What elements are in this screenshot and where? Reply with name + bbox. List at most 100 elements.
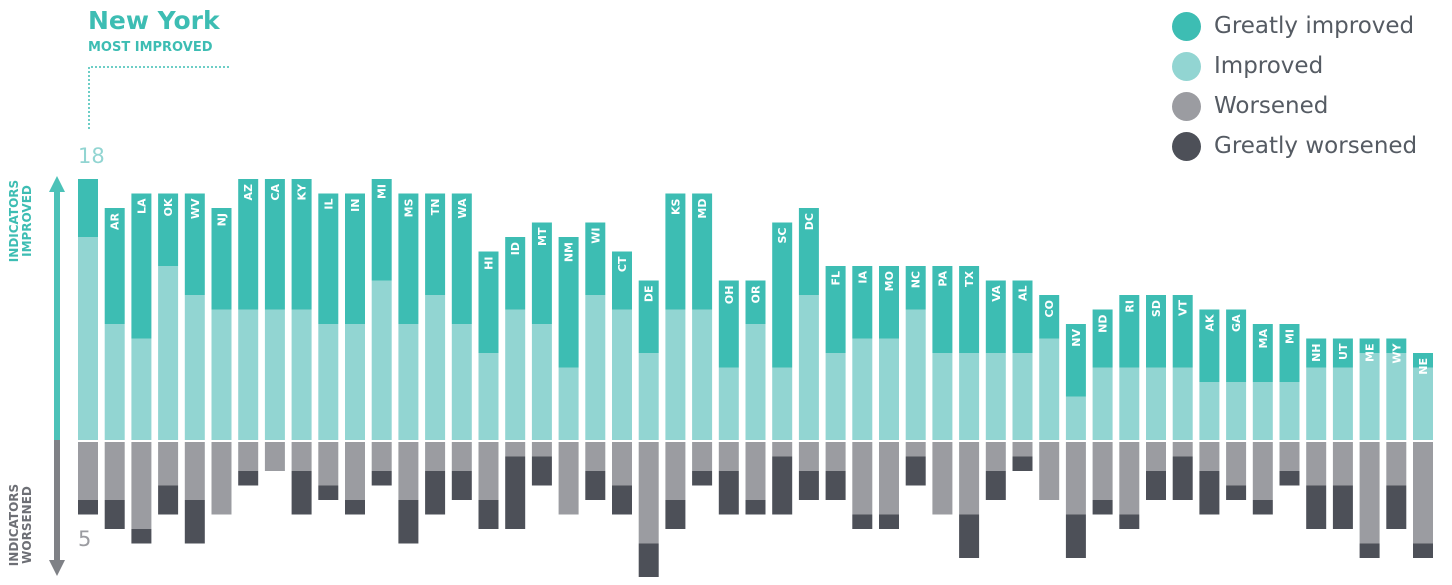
bar-greatly-improved-segment [638, 280, 659, 353]
bar-greatly-worsened-segment [345, 500, 365, 515]
bar-state-label: NV [1070, 329, 1083, 347]
legend-label: Worsened [1214, 93, 1329, 119]
bar-greatly-improved-segment [692, 193, 713, 310]
bar-greatly-worsened-segment [612, 485, 632, 515]
bar-improved-segment [1065, 396, 1086, 440]
bar-state-label: UT [1337, 343, 1350, 360]
bar-state-label: WI [589, 228, 602, 244]
bar-state-label: MA [1257, 329, 1270, 349]
bar-improved-segment [264, 309, 285, 440]
bar-improved-segment [959, 353, 980, 440]
bar-worsened-segment [1092, 442, 1113, 500]
bar-greatly-worsened-segment [1252, 500, 1273, 515]
bar-state-label: TN [429, 199, 442, 216]
indicators-improved-label: INDICATORS IMPROVED [7, 179, 34, 263]
bar-state-label: OK [162, 198, 175, 216]
bar-greatly-worsened-segment [1359, 543, 1380, 558]
bar-improved-segment [184, 295, 205, 440]
bar-greatly-worsened-segment [879, 514, 899, 529]
bar-worsened-segment [1279, 442, 1300, 471]
bar-greatly-improved-segment [932, 266, 953, 353]
bar-worsened-segment [585, 442, 606, 471]
bar-improved-segment [879, 338, 899, 440]
bar-greatly-worsened-segment [451, 471, 472, 500]
bar-improved-segment [78, 237, 98, 440]
bar-worsened-segment [852, 442, 873, 515]
bar-worsened-segment [1199, 442, 1220, 471]
bar-state-label: TX [963, 270, 976, 287]
bar-state-label: KY [296, 183, 309, 201]
bar-improved-segment [852, 338, 873, 440]
legend-item-greatly-improved: Greatly improved [1172, 6, 1417, 46]
bar-greatly-worsened-segment [1172, 456, 1193, 500]
bar-worsened-segment [638, 442, 659, 544]
bar-worsened-segment [612, 442, 632, 486]
bar-state-label: IN [349, 199, 362, 212]
bar-improved-segment [1146, 367, 1166, 440]
bar-greatly-improved-segment [959, 266, 980, 353]
legend-swatch-greatly-worsened [1172, 131, 1201, 161]
bar-improved-segment [665, 309, 686, 440]
bar-improved-segment [1413, 367, 1433, 440]
bar-worsened-segment [264, 442, 285, 471]
bar-improved-segment [1252, 382, 1273, 440]
legend-label: Improved [1214, 53, 1324, 79]
bar-worsened-segment [425, 442, 446, 471]
bar-greatly-improved-segment [612, 251, 632, 310]
bar-greatly-worsened-segment [478, 500, 499, 529]
bar-worsened-segment [558, 442, 579, 515]
bar-greatly-improved-segment [104, 208, 125, 324]
bar-improved-segment [1279, 382, 1300, 440]
bar-greatly-worsened-segment [1332, 485, 1353, 529]
bar-worsened-segment [665, 442, 686, 500]
legend-label: Greatly improved [1214, 13, 1415, 39]
bar-greatly-worsened-segment [104, 500, 125, 529]
bar-greatly-worsened-segment [1279, 471, 1300, 486]
bar-greatly-worsened-segment [371, 471, 392, 486]
bar-state-label: MD [696, 199, 709, 219]
bar-state-label: WA [456, 198, 469, 219]
bar-worsened-segment [211, 442, 232, 515]
bar-greatly-improved-segment [825, 266, 846, 353]
bar-state-label: ND [1097, 315, 1110, 333]
bar-greatly-worsened-segment [852, 514, 873, 529]
bar-improved-segment [1039, 338, 1060, 440]
bar-greatly-improved-segment [318, 193, 339, 324]
bar-state-label: SD [1150, 300, 1163, 317]
bar-worsened-segment [318, 442, 339, 486]
bar-greatly-improved-segment [985, 280, 1006, 353]
bar-state-label: SC [776, 228, 789, 244]
bar-greatly-worsened-segment [692, 471, 713, 486]
bar-state-label: OR [750, 285, 763, 303]
legend-label: Greatly worsened [1214, 133, 1418, 159]
bar-greatly-improved-segment [665, 193, 686, 310]
bar-greatly-improved-segment [1252, 324, 1273, 382]
bar-worsened-segment [531, 442, 552, 457]
bar-state-label: RI [1123, 300, 1136, 313]
bar-greatly-worsened-segment [1119, 514, 1140, 529]
bar-improved-segment [1012, 353, 1033, 440]
bar-improved-segment [211, 309, 232, 440]
bar-improved-segment [638, 353, 659, 440]
bar-greatly-improved-segment [905, 266, 926, 310]
bar-state-label: CO [1043, 300, 1056, 317]
bar-greatly-improved-segment [798, 208, 819, 295]
bar-greatly-worsened-segment [1386, 485, 1407, 529]
bar-improved-segment [1332, 367, 1353, 440]
bar-greatly-improved-segment [718, 280, 739, 368]
bar-worsened-segment [158, 442, 179, 486]
legend-swatch-worsened [1172, 91, 1201, 121]
bar-worsened-segment [1172, 442, 1193, 457]
max-worsened-label: 5 [78, 527, 91, 551]
bar-state-label: DC [803, 213, 816, 230]
bar-state-label: KS [669, 198, 682, 215]
bar-greatly-worsened-segment [985, 471, 1006, 500]
bar-greatly-worsened-segment [585, 471, 606, 500]
bar-greatly-improved-segment [398, 193, 419, 324]
bar-improved-segment [158, 266, 179, 440]
bar-greatly-improved-segment [1359, 338, 1380, 353]
legend-swatch-greatly-improved [1172, 11, 1201, 41]
bar-state-label: AK [1203, 314, 1216, 332]
bar-state-label: ID [509, 242, 522, 255]
